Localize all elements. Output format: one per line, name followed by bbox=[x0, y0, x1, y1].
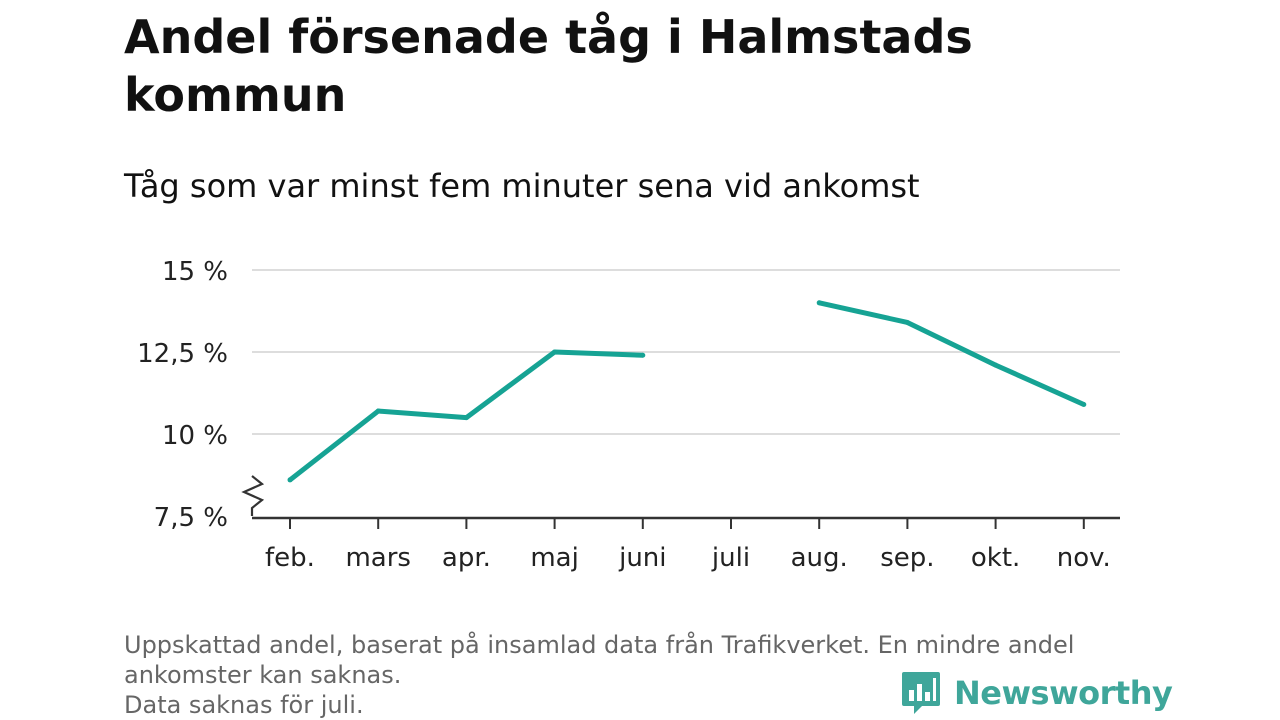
data-point bbox=[904, 319, 910, 325]
data-series bbox=[287, 300, 1087, 483]
data-point bbox=[463, 415, 469, 421]
x-tick-label: feb. bbox=[265, 543, 315, 573]
chart-subtitle: Tåg som var minst fem minuter sena vid a… bbox=[124, 167, 920, 205]
x-tick-label: nov. bbox=[1057, 543, 1111, 573]
grid-lines bbox=[252, 269, 1120, 435]
data-point bbox=[552, 349, 558, 355]
x-tick-label: juli bbox=[711, 543, 750, 573]
data-point bbox=[1081, 401, 1087, 407]
x-axis bbox=[241, 475, 1120, 529]
x-tick-label: mars bbox=[345, 543, 411, 573]
x-tick-label: maj bbox=[530, 543, 578, 573]
footnote: Uppskattad andel, baserat på insamlad da… bbox=[124, 630, 1164, 720]
x-tick-label: juni bbox=[618, 543, 666, 573]
y-axis-tick-labels: 7,5 % 10 % 12,5 % 15 % bbox=[137, 257, 228, 533]
data-point bbox=[640, 352, 646, 358]
data-point bbox=[375, 408, 381, 414]
chart-title: Andel försenade tåg i Halmstads kommun bbox=[124, 10, 973, 122]
x-tick-label: apr. bbox=[442, 543, 491, 573]
x-tick-label: sep. bbox=[880, 543, 934, 573]
newsworthy-logo-icon bbox=[902, 672, 940, 714]
data-point bbox=[287, 477, 293, 483]
x-tick-label: aug. bbox=[791, 543, 848, 573]
x-axis-tick-labels: feb. mars apr. maj juni juli aug. sep. okt. nov. bbox=[265, 543, 1111, 573]
data-point bbox=[993, 362, 999, 368]
data-point bbox=[816, 300, 822, 306]
series-line-segment bbox=[818, 300, 1085, 407]
y-tick-label: 12,5 % bbox=[137, 339, 228, 369]
y-axis-break-mark bbox=[241, 475, 265, 516]
x-tick-label: okt. bbox=[971, 543, 1020, 573]
footnote-line-2: ankomster kan saknas. bbox=[124, 661, 402, 689]
y-tick-label: 7,5 % bbox=[154, 503, 228, 533]
footnote-line-1: Uppskattad andel, baserat på insamlad da… bbox=[124, 631, 1075, 659]
footnote-line-3: Data saknas för juli. bbox=[124, 691, 364, 719]
y-tick-label: 15 % bbox=[162, 257, 228, 287]
y-tick-label: 10 % bbox=[162, 421, 228, 451]
brand-logo: Newsworthy bbox=[900, 670, 1173, 716]
brand-name: Newsworthy bbox=[954, 674, 1173, 712]
